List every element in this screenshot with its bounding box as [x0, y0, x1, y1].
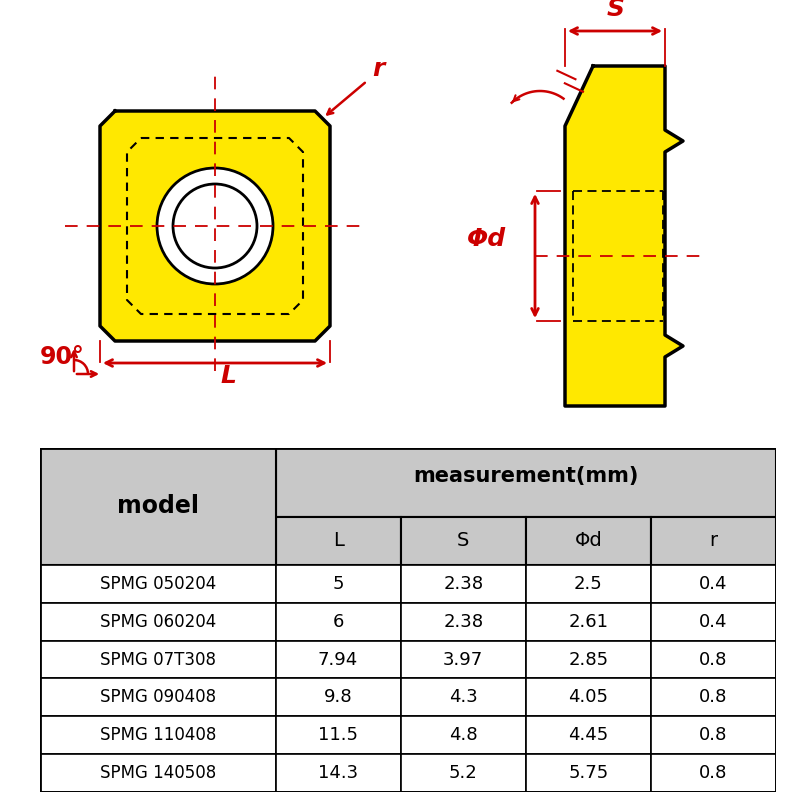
- Bar: [401, 716, 526, 754]
- Bar: [275, 678, 401, 716]
- Polygon shape: [100, 111, 330, 341]
- Bar: [40, 716, 275, 754]
- Bar: [40, 754, 275, 792]
- Text: 3.97: 3.97: [443, 650, 483, 669]
- Bar: [401, 565, 526, 603]
- Bar: [526, 754, 651, 792]
- Text: 0.8: 0.8: [699, 688, 728, 706]
- Bar: [651, 678, 776, 716]
- Bar: [275, 603, 401, 641]
- Bar: [40, 641, 275, 678]
- Bar: [275, 448, 776, 517]
- Text: 0.4: 0.4: [699, 575, 728, 593]
- Bar: [275, 641, 401, 678]
- Text: 2.5: 2.5: [574, 575, 602, 593]
- Bar: [275, 754, 401, 792]
- Text: L: L: [333, 531, 343, 550]
- Text: 2.61: 2.61: [568, 613, 608, 630]
- Bar: [651, 517, 776, 565]
- Bar: [526, 678, 651, 716]
- Text: Φd: Φd: [467, 227, 506, 251]
- Text: 9.8: 9.8: [324, 688, 352, 706]
- Text: S: S: [457, 531, 470, 550]
- Bar: [40, 448, 275, 565]
- Bar: [526, 603, 651, 641]
- Text: SPMG 060204: SPMG 060204: [100, 613, 216, 630]
- Circle shape: [157, 168, 273, 284]
- Bar: [651, 716, 776, 754]
- Text: SPMG 140508: SPMG 140508: [100, 764, 216, 782]
- Bar: [651, 603, 776, 641]
- Text: 2.38: 2.38: [443, 575, 483, 593]
- Bar: [526, 716, 651, 754]
- Text: 5: 5: [332, 575, 344, 593]
- Bar: [526, 641, 651, 678]
- Text: 90°: 90°: [40, 345, 85, 369]
- Text: Φd: Φd: [574, 531, 602, 550]
- Text: 2.38: 2.38: [443, 613, 483, 630]
- Text: measurement(mm): measurement(mm): [413, 466, 638, 486]
- Text: 4.8: 4.8: [449, 726, 478, 744]
- Text: r: r: [372, 57, 384, 81]
- Text: 2.85: 2.85: [568, 650, 608, 669]
- Bar: [275, 716, 401, 754]
- Text: SPMG 07T308: SPMG 07T308: [100, 650, 216, 669]
- Text: 4.3: 4.3: [449, 688, 478, 706]
- Text: 6: 6: [332, 613, 344, 630]
- Bar: [275, 565, 401, 603]
- Polygon shape: [565, 66, 683, 406]
- Bar: [40, 565, 275, 603]
- Bar: [401, 678, 526, 716]
- Text: L: L: [220, 364, 236, 388]
- Bar: [651, 565, 776, 603]
- Bar: [40, 603, 275, 641]
- Bar: [401, 603, 526, 641]
- Text: 0.4: 0.4: [699, 613, 728, 630]
- Text: 4.45: 4.45: [568, 726, 609, 744]
- Text: SPMG 090408: SPMG 090408: [100, 688, 216, 706]
- Bar: [401, 641, 526, 678]
- Text: SPMG 110408: SPMG 110408: [99, 726, 216, 744]
- Text: 14.3: 14.3: [318, 764, 358, 782]
- Bar: [651, 754, 776, 792]
- Text: S: S: [607, 0, 625, 21]
- Text: 0.8: 0.8: [699, 650, 728, 669]
- Bar: [651, 641, 776, 678]
- Text: 0.8: 0.8: [699, 764, 728, 782]
- Text: 4.05: 4.05: [568, 688, 608, 706]
- Text: 5.75: 5.75: [568, 764, 609, 782]
- Bar: [526, 517, 651, 565]
- Text: SPMG 050204: SPMG 050204: [100, 575, 216, 593]
- Text: 5.2: 5.2: [449, 764, 478, 782]
- Bar: [40, 678, 275, 716]
- Text: 0.8: 0.8: [699, 726, 728, 744]
- Text: 7.94: 7.94: [318, 650, 358, 669]
- Text: 11.5: 11.5: [318, 726, 358, 744]
- Text: r: r: [710, 531, 718, 550]
- Bar: [401, 754, 526, 792]
- Bar: [275, 517, 401, 565]
- Bar: [526, 565, 651, 603]
- Bar: [401, 517, 526, 565]
- Text: model: model: [117, 494, 198, 518]
